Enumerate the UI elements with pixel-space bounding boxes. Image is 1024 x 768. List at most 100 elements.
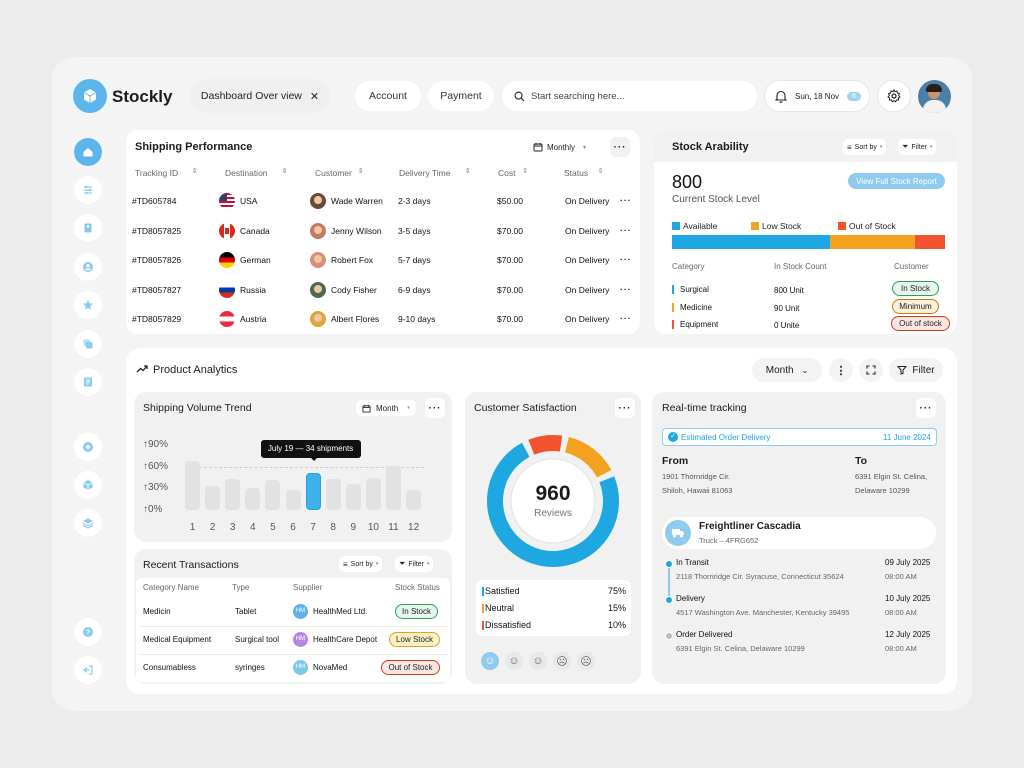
filter-icon: ⏷ bbox=[399, 559, 406, 568]
sort-arrows-icon[interactable]: ⇕ bbox=[597, 168, 604, 175]
sad-face-icon[interactable]: ☹ bbox=[553, 652, 571, 670]
chart-bar[interactable] bbox=[365, 478, 381, 510]
satisfaction-more-button[interactable]: ··· bbox=[615, 398, 635, 418]
logo[interactable] bbox=[73, 79, 107, 113]
sort-arrows-icon[interactable]: ⇕ bbox=[464, 168, 471, 175]
chevron-down-icon: ▾ bbox=[407, 405, 410, 411]
chart-bar[interactable] bbox=[265, 479, 281, 510]
donut-segment[interactable] bbox=[564, 436, 612, 478]
search-input[interactable]: Start searching here... bbox=[531, 90, 625, 102]
chart-bar[interactable] bbox=[205, 486, 221, 510]
column-header[interactable]: Customer bbox=[894, 262, 929, 271]
row-more-icon[interactable]: ··· bbox=[620, 224, 632, 235]
settings-button[interactable] bbox=[877, 80, 911, 112]
tracking-more-button[interactable]: ··· bbox=[916, 398, 936, 418]
sort-arrows-icon[interactable]: ⇕ bbox=[191, 168, 198, 175]
column-header[interactable]: Tracking ID bbox=[135, 168, 179, 178]
very-happy-face-icon[interactable]: ☺ bbox=[481, 652, 499, 670]
table-row[interactable] bbox=[126, 308, 640, 334]
view-full-report-button[interactable]: View Full Stock Report bbox=[848, 173, 945, 189]
donut-segment[interactable] bbox=[528, 435, 563, 455]
sort-button[interactable]: ≡ Sort by ▾ bbox=[843, 139, 887, 155]
sidebar-item-favorites[interactable] bbox=[74, 291, 102, 319]
stock-count: 0 Unite bbox=[774, 321, 800, 330]
table-row[interactable] bbox=[126, 279, 640, 305]
logout-icon bbox=[83, 665, 93, 675]
column-header[interactable]: In Stock Count bbox=[774, 262, 827, 271]
row-more-icon[interactable]: ··· bbox=[620, 283, 632, 294]
cost: $50.00 bbox=[497, 196, 523, 206]
donut-segment[interactable] bbox=[487, 442, 619, 567]
happy-face-icon[interactable]: ☺ bbox=[505, 652, 523, 670]
transactions-sort-button[interactable]: ≡ Sort by ▾ bbox=[339, 556, 383, 572]
column-header[interactable]: Status bbox=[564, 168, 589, 178]
sidebar-item-logout[interactable] bbox=[74, 656, 102, 684]
chart-bar[interactable] bbox=[185, 461, 200, 510]
sort-arrows-icon[interactable]: ⇕ bbox=[522, 168, 529, 175]
table-row[interactable] bbox=[126, 220, 640, 246]
neutral-face-icon[interactable]: ☺ bbox=[529, 652, 547, 670]
sidebar-item-add[interactable] bbox=[74, 433, 102, 461]
sidebar-item-inventory[interactable] bbox=[74, 471, 102, 499]
sidebar-item-filters[interactable] bbox=[74, 176, 102, 204]
trend-period-dropdown[interactable]: Month ▾ bbox=[356, 400, 416, 416]
sidebar-item-help[interactable]: ? bbox=[74, 618, 102, 646]
avatar[interactable] bbox=[918, 80, 951, 113]
analytics-filter-button[interactable]: Filter bbox=[889, 358, 943, 382]
column-header[interactable]: Category bbox=[672, 262, 705, 271]
tab-payment[interactable]: Payment bbox=[428, 81, 494, 111]
tab-account[interactable]: Account bbox=[355, 81, 421, 111]
tab-dashboard[interactable]: Dashboard Over view ✕ bbox=[190, 79, 330, 113]
chart-bar[interactable] bbox=[285, 489, 301, 510]
customer-name: Wade Warren bbox=[331, 196, 383, 206]
chart-bar[interactable] bbox=[386, 466, 401, 510]
chart-bar[interactable] bbox=[305, 472, 321, 510]
sort-arrows-icon[interactable]: ⇕ bbox=[281, 168, 288, 175]
analytics-more-button[interactable]: ⋮ bbox=[829, 358, 853, 382]
more-options-button[interactable]: ··· bbox=[610, 137, 630, 157]
status-badge: In Stock bbox=[395, 604, 438, 619]
chart-bar[interactable] bbox=[225, 479, 241, 510]
sidebar-item-home[interactable] bbox=[74, 138, 102, 166]
sidebar-item-reports[interactable] bbox=[74, 368, 102, 396]
status: On Delivery bbox=[565, 255, 610, 265]
filter-button[interactable]: ⏷ Filter ▾ bbox=[898, 139, 937, 155]
destination: Canada bbox=[240, 225, 270, 236]
chart-bar[interactable] bbox=[345, 484, 361, 510]
analytics-period-dropdown[interactable]: Month ⌄ bbox=[752, 358, 822, 382]
table-row[interactable] bbox=[126, 190, 640, 216]
chart-bar[interactable] bbox=[325, 479, 341, 510]
sidebar-item-layers[interactable] bbox=[74, 509, 102, 537]
legend-label: Low Stock bbox=[762, 221, 802, 231]
period-dropdown[interactable]: Monthly ▾ bbox=[533, 139, 586, 155]
bell-icon[interactable] bbox=[775, 90, 787, 103]
row-more-icon[interactable]: ··· bbox=[620, 254, 632, 264]
column-header[interactable]: Cost bbox=[498, 168, 516, 178]
row-more-icon[interactable]: ··· bbox=[620, 313, 632, 323]
timeline-dot bbox=[665, 632, 673, 640]
column-header[interactable]: Delivery Time bbox=[399, 168, 451, 178]
chevron-down-icon: ▾ bbox=[426, 561, 430, 567]
sidebar-item-documents[interactable] bbox=[74, 330, 102, 358]
column-header[interactable]: Customer bbox=[315, 168, 352, 178]
transactions-filter-button[interactable]: ⏷ Filter ▾ bbox=[395, 556, 434, 572]
fullscreen-button[interactable] bbox=[859, 358, 883, 382]
chart-bar[interactable] bbox=[245, 488, 261, 510]
sort-arrows-icon[interactable]: ⇕ bbox=[357, 168, 364, 175]
row-more-icon[interactable]: ··· bbox=[620, 195, 632, 205]
column-header[interactable]: Destination bbox=[225, 168, 268, 178]
tracking-id: #TD8057829 bbox=[132, 314, 182, 324]
status: On Delivery bbox=[565, 196, 610, 206]
close-icon[interactable]: ✕ bbox=[309, 90, 320, 103]
trend-more-button[interactable]: ··· bbox=[425, 398, 445, 418]
table-row[interactable] bbox=[126, 249, 640, 275]
event-date: 12 July 2025 bbox=[885, 630, 931, 639]
satisfaction-label: Satisfied bbox=[485, 586, 520, 596]
sidebar-item-bookmarks[interactable] bbox=[74, 214, 102, 242]
search-bar[interactable]: Start searching here... bbox=[502, 81, 757, 111]
date-pill[interactable]: Sun, 18 Nov 6 bbox=[764, 80, 870, 112]
satisfaction-label: Neutral bbox=[485, 603, 515, 613]
sidebar-item-users[interactable] bbox=[74, 253, 102, 281]
chart-bar[interactable] bbox=[406, 489, 422, 510]
very-sad-face-icon[interactable]: ☹ bbox=[577, 652, 595, 670]
